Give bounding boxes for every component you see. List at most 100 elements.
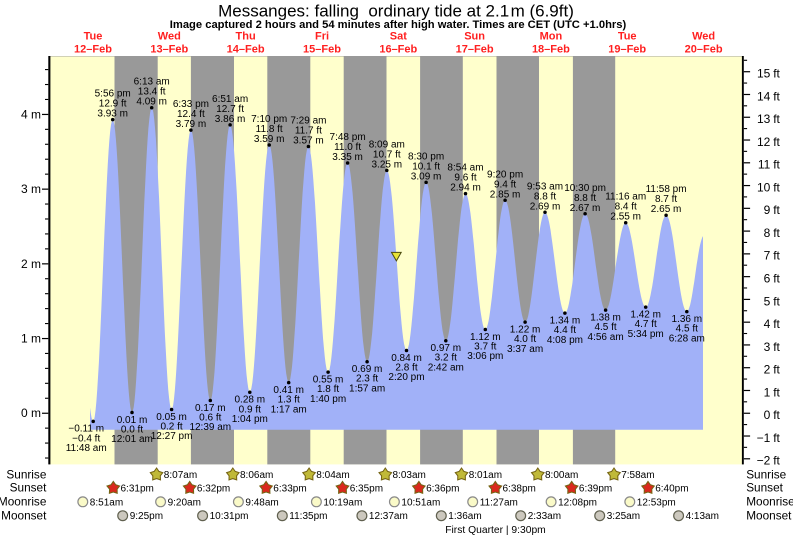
svg-text:6:31pm: 6:31pm	[121, 484, 154, 495]
svg-text:8:03am: 8:03am	[393, 470, 426, 481]
svg-text:Wed: Wed	[158, 31, 181, 43]
svg-text:10: 10	[757, 180, 771, 194]
svg-text:3 m: 3 m	[21, 182, 41, 196]
svg-text:9.6 ft: 9.6 ft	[454, 173, 476, 184]
svg-text:4.4 ft: 4.4 ft	[554, 325, 576, 336]
svg-text:8.8 ft: 8.8 ft	[534, 191, 556, 202]
svg-text:Messanges: falling ordinary t: Messanges: falling ordinary tide at 2.1 …	[218, 2, 574, 21]
svg-text:3:06 pm: 3:06 pm	[467, 351, 503, 362]
svg-text:0.41 m: 0.41 m	[273, 385, 304, 396]
svg-text:5:56 pm: 5:56 pm	[95, 89, 131, 100]
svg-text:Wed: Wed	[692, 31, 715, 43]
svg-text:1: 1	[764, 385, 771, 399]
svg-text:7:10 pm: 7:10 pm	[251, 114, 287, 125]
svg-text:6:33 pm: 6:33 pm	[173, 99, 209, 110]
svg-text:2:42 am: 2:42 am	[428, 362, 464, 373]
svg-text:1.3 ft: 1.3 ft	[278, 395, 300, 406]
svg-text:8:09 am: 8:09 am	[369, 139, 405, 150]
svg-text:ft: ft	[773, 363, 780, 377]
svg-text:16–Feb: 16–Feb	[379, 43, 417, 55]
svg-text:Thu: Thu	[236, 31, 256, 43]
svg-text:9: 9	[764, 203, 771, 217]
svg-text:8:30 pm: 8:30 pm	[408, 151, 444, 162]
svg-text:11:35pm: 11:35pm	[289, 511, 327, 522]
svg-text:10.7 ft: 10.7 ft	[373, 149, 401, 160]
svg-text:6:38pm: 6:38pm	[503, 484, 536, 495]
svg-text:1 m: 1 m	[21, 332, 41, 346]
svg-text:7:58am: 7:58am	[621, 470, 654, 481]
svg-text:3.2 ft: 3.2 ft	[435, 353, 457, 364]
svg-text:4: 4	[764, 317, 771, 331]
svg-text:15–Feb: 15–Feb	[303, 43, 341, 55]
svg-text:11.7 ft: 11.7 ft	[295, 126, 322, 137]
svg-text:0.17 m: 0.17 m	[195, 403, 226, 414]
svg-text:8:06am: 8:06am	[240, 470, 273, 481]
svg-text:3:25am: 3:25am	[607, 511, 640, 522]
svg-text:5:34 pm: 5:34 pm	[628, 329, 664, 340]
svg-text:3.25 m: 3.25 m	[372, 159, 403, 170]
svg-text:1.34 m: 1.34 m	[550, 315, 581, 326]
svg-text:10:51am: 10:51am	[401, 497, 440, 508]
svg-text:2.3 ft: 2.3 ft	[356, 374, 378, 385]
svg-text:8:07am: 8:07am	[164, 470, 197, 481]
svg-text:0.05 m: 0.05 m	[156, 412, 187, 423]
svg-text:2:33am: 2:33am	[528, 511, 561, 522]
svg-text:11.0 ft: 11.0 ft	[334, 142, 361, 153]
svg-text:12–Feb: 12–Feb	[74, 43, 112, 55]
svg-text:1:17 am: 1:17 am	[271, 404, 307, 415]
svg-text:3.57 m: 3.57 m	[293, 136, 324, 147]
svg-text:1.8 ft: 1.8 ft	[317, 384, 339, 395]
svg-text:9:48am: 9:48am	[245, 497, 278, 508]
svg-text:Tue: Tue	[84, 31, 103, 43]
svg-text:15: 15	[757, 67, 771, 81]
svg-text:Sunset: Sunset	[746, 481, 783, 495]
svg-text:11:48 am: 11:48 am	[66, 443, 107, 454]
svg-text:2.94 m: 2.94 m	[450, 183, 481, 194]
svg-text:ft: ft	[773, 180, 780, 194]
svg-text:Moonset: Moonset	[1, 508, 47, 522]
svg-text:6:36pm: 6:36pm	[426, 484, 459, 495]
svg-text:6:33pm: 6:33pm	[273, 484, 306, 495]
svg-text:0.84 m: 0.84 m	[391, 353, 422, 364]
svg-text:8.7 ft: 8.7 ft	[655, 194, 677, 205]
svg-text:3.93 m: 3.93 m	[97, 109, 128, 120]
svg-text:6:13 am: 6:13 am	[134, 77, 170, 88]
svg-text:1.38 m: 1.38 m	[590, 312, 621, 323]
svg-text:3.79 m: 3.79 m	[176, 119, 207, 130]
svg-text:6:35pm: 6:35pm	[350, 484, 383, 495]
svg-text:6:51 am: 6:51 am	[212, 94, 248, 105]
svg-text:11:58 pm: 11:58 pm	[646, 184, 687, 195]
svg-text:12: 12	[757, 135, 771, 149]
svg-text:2.65 m: 2.65 m	[651, 204, 682, 215]
svg-text:9.4 ft: 9.4 ft	[494, 179, 516, 190]
svg-text:Moonrise: Moonrise	[0, 495, 47, 509]
svg-text:12:08pm: 12:08pm	[558, 497, 597, 508]
svg-text:17–Feb: 17–Feb	[456, 43, 494, 55]
svg-text:8.8 ft: 8.8 ft	[574, 193, 596, 204]
svg-text:ft: ft	[773, 67, 780, 81]
svg-text:ft: ft	[773, 294, 780, 308]
svg-text:8:04am: 8:04am	[316, 470, 349, 481]
svg-text:0.28 m: 0.28 m	[235, 395, 266, 406]
svg-text:18–Feb: 18–Feb	[532, 43, 570, 55]
svg-text:Sunrise: Sunrise	[746, 467, 786, 481]
svg-text:4.7 ft: 4.7 ft	[635, 319, 657, 330]
svg-text:6:28 am: 6:28 am	[669, 333, 705, 344]
svg-text:1:57 am: 1:57 am	[349, 383, 385, 394]
svg-text:ft: ft	[773, 272, 780, 286]
svg-text:1:04 pm: 1:04 pm	[232, 414, 268, 425]
svg-text:Sunset: Sunset	[10, 481, 47, 495]
svg-text:4:08 pm: 4:08 pm	[547, 335, 583, 346]
svg-text:ft: ft	[773, 158, 780, 172]
svg-text:3: 3	[764, 340, 771, 354]
svg-text:−1: −1	[757, 431, 771, 445]
svg-text:14–Feb: 14–Feb	[227, 43, 265, 55]
svg-text:First Quarter | 9:30pm: First Quarter | 9:30pm	[445, 525, 546, 536]
svg-text:8:00am: 8:00am	[545, 470, 578, 481]
svg-text:1.36 m: 1.36 m	[672, 314, 703, 325]
svg-text:ft: ft	[773, 249, 780, 263]
svg-text:6: 6	[764, 272, 771, 286]
svg-text:2.8 ft: 2.8 ft	[395, 363, 417, 374]
svg-text:0 m: 0 m	[21, 406, 41, 420]
svg-text:ft: ft	[773, 385, 780, 399]
